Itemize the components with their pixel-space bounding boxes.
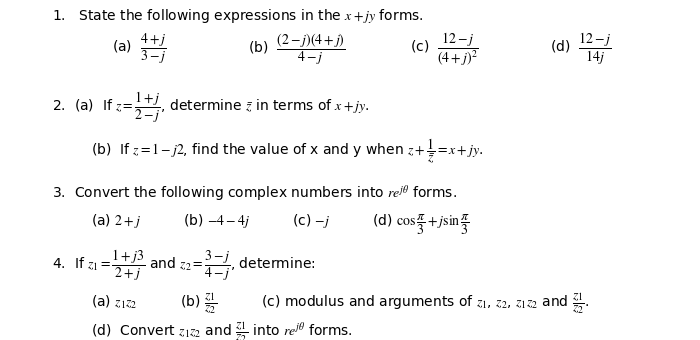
Text: 3.  Convert the following complex numbers into $re^{j\theta}$ forms.: 3. Convert the following complex numbers… <box>52 183 458 205</box>
Text: (a) $z_1 z_2$          (b) $\dfrac{z_1}{z_2}$          (c) modulus and arguments: (a) $z_1 z_2$ (b) $\dfrac{z_1}{z_2}$ (c)… <box>91 291 589 314</box>
Text: (d)  $\dfrac{12-j}{14j}$: (d) $\dfrac{12-j}{14j}$ <box>550 31 611 67</box>
Text: (d)  Convert $z_1 z_2$ and $\dfrac{z_1}{z_2}$ into $re^{j\theta}$ forms.: (d) Convert $z_1 z_2$ and $\dfrac{z_1}{z… <box>91 321 353 340</box>
Text: (b)  If $z = 1 - j2$, find the value of x and y when $z + \dfrac{1}{\bar{z}} = x: (b) If $z = 1 - j2$, find the value of x… <box>91 137 483 166</box>
Text: (a)  $\dfrac{4+j}{3-j}$: (a) $\dfrac{4+j}{3-j}$ <box>112 32 167 67</box>
Text: 2.  (a)  If $z = \dfrac{1+j}{2-j}$, determine $\bar{z}$ in terms of $x + jy$.: 2. (a) If $z = \dfrac{1+j}{2-j}$, determ… <box>52 89 370 125</box>
Text: (a) $2+j$          (b) $-4-4j$          (c) $-j$          (d) $\cos\dfrac{\pi}{3: (a) $2+j$ (b) $-4-4j$ (c) $-j$ (d) $\cos… <box>91 212 470 237</box>
Text: (c)  $\dfrac{12-j}{(4+j)^2}$: (c) $\dfrac{12-j}{(4+j)^2}$ <box>410 31 478 68</box>
Text: 4.  If $z_1 = \dfrac{1+j3}{2+j}$ and $z_2 = \dfrac{3-j}{4-j}$, determine:: 4. If $z_1 = \dfrac{1+j3}{2+j}$ and $z_2… <box>52 248 316 283</box>
Text: (b)  $\dfrac{(2-j)(4+j)}{4-j}$: (b) $\dfrac{(2-j)(4+j)}{4-j}$ <box>248 32 346 67</box>
Text: 1.   State the following expressions in the $x + jy$ forms.: 1. State the following expressions in th… <box>52 7 424 25</box>
